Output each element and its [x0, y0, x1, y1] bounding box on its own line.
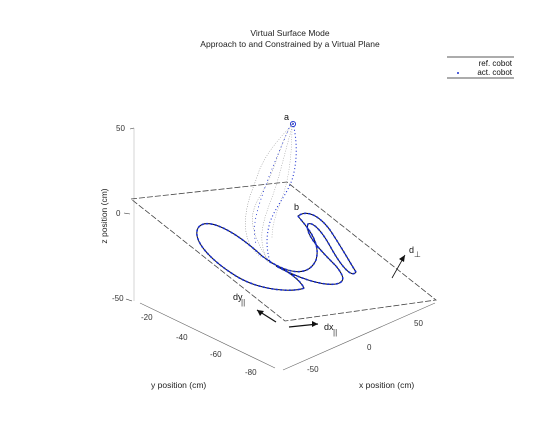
dx-arrow-head — [312, 321, 318, 327]
x-tick-label-0: 0 — [367, 343, 372, 352]
y-tick-label-neg80: -80 — [245, 368, 257, 377]
z-tick-label-50: 50 — [116, 124, 125, 133]
annotation-a: a — [284, 112, 289, 122]
y-axis-label: y position (cm) — [151, 380, 206, 390]
annotation-dy-sub: || — [241, 298, 245, 307]
z-tick-mark-50 — [129, 127, 135, 130]
in-plane-trajectory — [196, 212, 357, 292]
approach-line-ref-3 — [261, 123, 294, 263]
start-point-dot — [292, 123, 294, 125]
annotation-dx-sub: || — [333, 328, 337, 337]
x-tick-label-neg50: -50 — [307, 365, 319, 374]
z-tick-mark-0 — [123, 212, 131, 215]
z-axis: 50 0 -50 z position (cm) — [99, 124, 135, 303]
y-tick-label-neg40: -40 — [176, 333, 188, 342]
dy-arrow-head — [257, 310, 264, 316]
approach-line-ref-2 — [245, 125, 292, 259]
approach-line-ref-1 — [252, 121, 294, 263]
annotations: a b d ⊥ dy || dx || — [233, 112, 421, 337]
x-tick-label-50: 50 — [414, 319, 423, 328]
virtual-plane — [129, 181, 437, 322]
z-tick-label-0: 0 — [116, 209, 121, 218]
legend: ref. cobot act. cobot — [447, 56, 514, 79]
in-plane-path-act — [196, 212, 357, 292]
in-plane-path-ref — [196, 212, 357, 291]
normal-arrow-head — [399, 255, 405, 262]
x-axis: -50 0 50 x position (cm) — [282, 302, 436, 390]
start-point-marker — [289, 120, 297, 128]
y-axis: -20 -40 -60 -80 y position (cm) — [139, 302, 276, 390]
annotation-d-perp: d — [409, 245, 414, 255]
approach-line-ref-4 — [271, 123, 293, 239]
legend-marker-act-cobot — [457, 72, 459, 74]
z-tick-mark-neg50 — [125, 298, 133, 302]
y-tick-label-neg20: -20 — [141, 313, 153, 322]
x-axis-line — [282, 302, 436, 371]
y-axis-line — [139, 302, 276, 369]
chart-subtitle: Approach to and Constrained by a Virtual… — [200, 39, 380, 49]
legend-label-act-cobot: act. cobot — [477, 68, 512, 77]
annotation-d-perp-sub: ⊥ — [414, 250, 421, 259]
legend-label-ref-cobot: ref. cobot — [479, 59, 513, 68]
chart-title: Virtual Surface Mode — [250, 28, 329, 38]
z-tick-label-neg50: -50 — [112, 294, 124, 303]
approach-line-act-2 — [254, 127, 290, 245]
approach-trajectory — [245, 120, 297, 263]
approach-line-act — [266, 122, 297, 263]
virtual-plane-outline — [129, 181, 437, 322]
annotation-dx: dx — [324, 322, 334, 332]
annotation-b: b — [294, 202, 299, 212]
x-axis-label: x position (cm) — [359, 380, 414, 390]
z-axis-label: z position (cm) — [99, 188, 109, 243]
y-tick-label-neg60: -60 — [210, 350, 222, 359]
annotation-dy: dy — [233, 292, 243, 302]
